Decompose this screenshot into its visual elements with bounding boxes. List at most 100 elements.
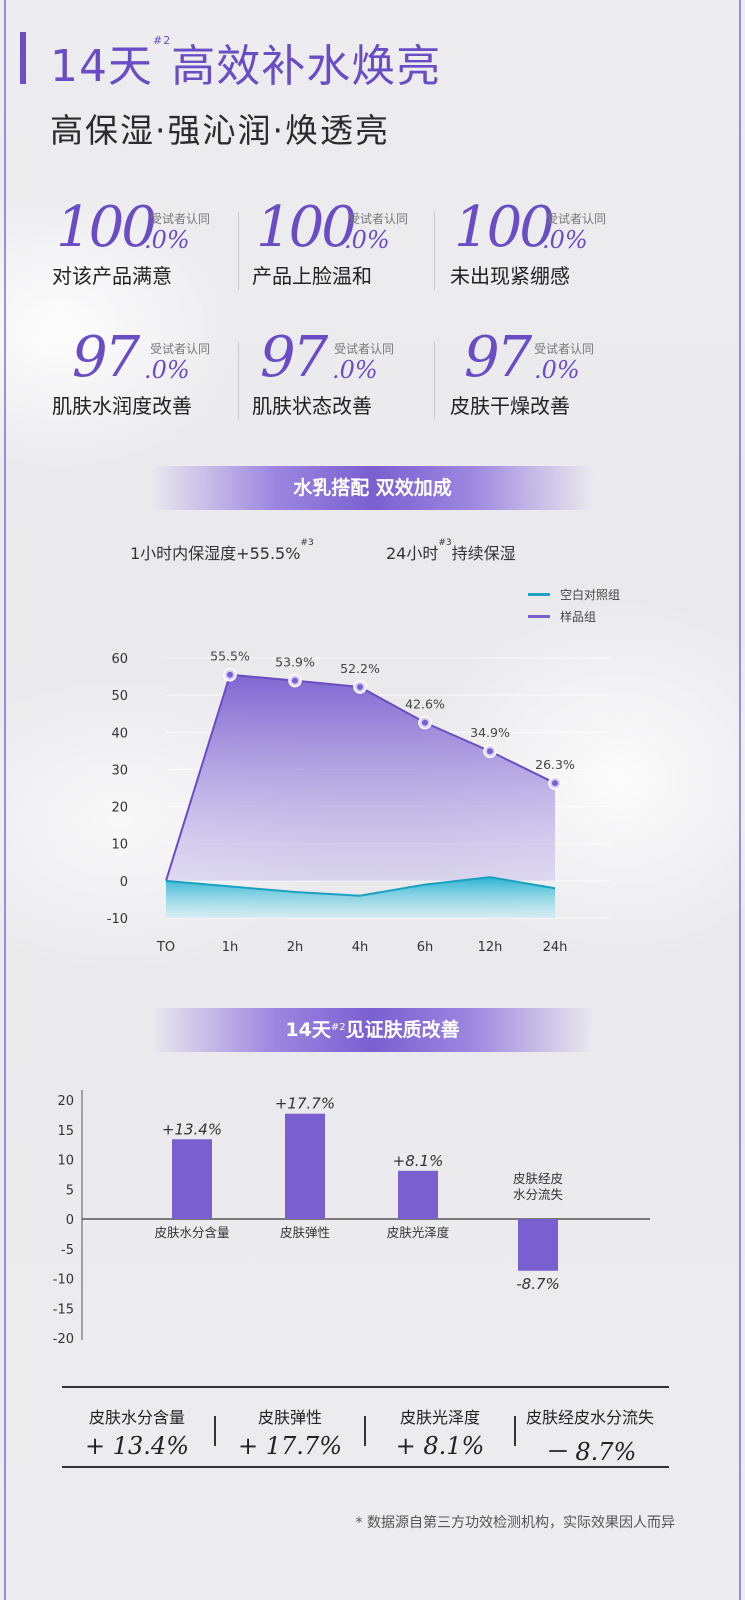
bar-category-label: 皮肤经皮: [513, 1171, 563, 1186]
bar-y-tick-label: -10: [53, 1273, 74, 1288]
summary-separator: [514, 1416, 516, 1446]
chart-legend: 空白对照组 样品组: [528, 583, 620, 627]
stat-number: 97: [464, 325, 532, 390]
stat-card: 97 .0% 受试者认同 皮肤干燥改善: [446, 326, 646, 426]
title-main: 高效补水焕亮: [171, 41, 442, 92]
section-pill-14-days: 14天#2见证肤质改善: [150, 1008, 595, 1052]
title-footnote-mark: #2: [153, 34, 172, 47]
bar-y-tick-label: 15: [57, 1124, 74, 1139]
stat-number: 97: [72, 325, 140, 390]
bar-value-label: +17.7%: [275, 1095, 335, 1113]
sample-group-points: [223, 667, 562, 790]
sample-point: [292, 677, 298, 684]
stat-divider: [238, 212, 239, 290]
legend-label-control: 空白对照组: [560, 587, 621, 602]
stat-number: 100: [56, 195, 157, 260]
area-y-tick-label: 30: [111, 763, 128, 778]
summary-separator: [364, 1416, 366, 1446]
claim-one-hour-text: 1小时内保湿度+55.5%: [130, 544, 301, 563]
stat-note: 受试者认同: [334, 342, 395, 356]
legend-swatch-sample: [528, 614, 550, 618]
sample-point: [227, 671, 233, 678]
area-chart-x-ticks: TO 1h 2h 4h 6h 12h 24h: [156, 940, 567, 955]
summary-item: 皮肤水分含量 + 13.4%: [62, 1388, 212, 1466]
sample-group-labels: 55.5% 53.9% 52.2% 42.6% 34.9% 26.3%: [210, 649, 575, 772]
bar-y-tick-label: 20: [57, 1094, 74, 1109]
bar-chart-bars: [172, 1113, 558, 1271]
sample-value-label: 26.3%: [535, 757, 575, 772]
section-pill-water-emulsion: 水乳搭配 双效加成: [150, 466, 595, 510]
area-x-tick-label: TO: [156, 940, 175, 955]
summary-item: 皮肤弹性 + 17.7%: [215, 1388, 365, 1466]
area-y-tick-label: 10: [111, 838, 128, 853]
stat-decimal: .0%: [144, 226, 190, 254]
area-x-tick-label: 12h: [478, 940, 503, 955]
sample-point: [487, 748, 493, 755]
claim-one-hour-mark: #3: [300, 538, 314, 548]
stat-divider: [238, 342, 239, 420]
sample-value-label: 52.2%: [340, 661, 380, 676]
bar-chart-y-ticks: 20 15 10 5 0 -5 -10 -15 -20: [53, 1094, 74, 1347]
stat-decimal: .0%: [144, 356, 190, 384]
pill-14-days-suffix: 见证肤质改善: [345, 1019, 460, 1041]
area-y-tick-label: -10: [107, 912, 128, 927]
claim-24-hour-mark: #3: [438, 538, 452, 548]
sample-group-area: [166, 674, 555, 881]
bar-y-tick-label: 5: [66, 1183, 74, 1198]
stat-note: 受试者认同: [348, 212, 409, 226]
summary-label: 皮肤弹性: [257, 1408, 322, 1427]
stat-label: 对该产品满意: [52, 264, 172, 288]
area-y-tick-label: 20: [111, 801, 128, 816]
claim-24-hour-suffix: 持续保湿: [451, 544, 516, 563]
bar-category-label: 水分流失: [513, 1187, 564, 1202]
bar-y-tick-label: -20: [53, 1332, 74, 1347]
summary-sign: －: [543, 1438, 568, 1466]
area-x-tick-label: 24h: [543, 940, 568, 955]
bar-category-label: 皮肤弹性: [280, 1225, 330, 1240]
legend-item-control: 空白对照组: [528, 583, 620, 605]
stat-note: 受试者认同: [546, 212, 607, 226]
legend-swatch-control: [528, 592, 550, 596]
area-y-tick-label: 40: [111, 726, 128, 741]
summary-number: 8.1%: [423, 1432, 485, 1460]
stat-number: 100: [454, 195, 555, 260]
bar-chart-value-labels: +13.4% +17.7% +8.1% -8.7%: [162, 1095, 560, 1293]
summary-value: + 13.4%: [62, 1432, 212, 1460]
summary-value: － 8.7%: [515, 1432, 665, 1467]
sample-value-label: 55.5%: [210, 649, 250, 664]
bar: [285, 1113, 325, 1219]
summary-separator: [214, 1416, 216, 1446]
stat-divider: [434, 342, 435, 420]
stat-card: 100 .0% 受试者认同 对该产品满意: [48, 196, 248, 296]
control-group-area: [166, 877, 555, 918]
stat-note: 受试者认同: [150, 342, 211, 356]
summary-value: + 8.1%: [365, 1432, 515, 1460]
stat-label: 未出现紧绷感: [450, 264, 570, 288]
summary-sign: +: [85, 1432, 106, 1460]
summary-table: 皮肤水分含量 + 13.4% 皮肤弹性 + 17.7% 皮肤光泽度 + 8.1%…: [62, 1386, 669, 1468]
bar: [398, 1170, 438, 1219]
bar-category-label: 皮肤光泽度: [387, 1225, 450, 1240]
right-edge-line: [739, 0, 741, 1600]
area-x-tick-label: 1h: [222, 940, 239, 955]
summary-sign: +: [395, 1432, 416, 1460]
stat-label: 肌肤状态改善: [252, 394, 372, 418]
pill-14-days-prefix: 14天: [285, 1019, 331, 1041]
skin-improvement-bar-chart: 20 15 10 5 0 -5 -10 -15 -20 +13.4% +17.7% +8.1% -8.…: [53, 1090, 650, 1347]
stat-label: 皮肤干燥改善: [450, 394, 570, 418]
summary-number: 8.7%: [575, 1438, 637, 1466]
bar-y-tick-label: -15: [53, 1302, 74, 1317]
stat-card: 97 .0% 受试者认同 肌肤水润度改善: [48, 326, 248, 426]
bar: [518, 1219, 558, 1271]
stat-card: 100 .0% 受试者认同 产品上脸温和: [248, 196, 448, 296]
bar-y-tick-label: 10: [57, 1154, 74, 1169]
claim-24-hour: 24小时#3持续保湿: [386, 538, 516, 564]
claim-one-hour: 1小时内保湿度+55.5%#3: [130, 538, 314, 564]
footnote: * 数据源自第三方功效检测机构，实际效果因人而异: [355, 1515, 675, 1531]
summary-label: 皮肤水分含量: [88, 1408, 185, 1427]
left-edge-line: [4, 0, 6, 1600]
stat-note: 受试者认同: [534, 342, 595, 356]
stat-number: 97: [260, 325, 328, 390]
sample-point: [422, 719, 428, 726]
